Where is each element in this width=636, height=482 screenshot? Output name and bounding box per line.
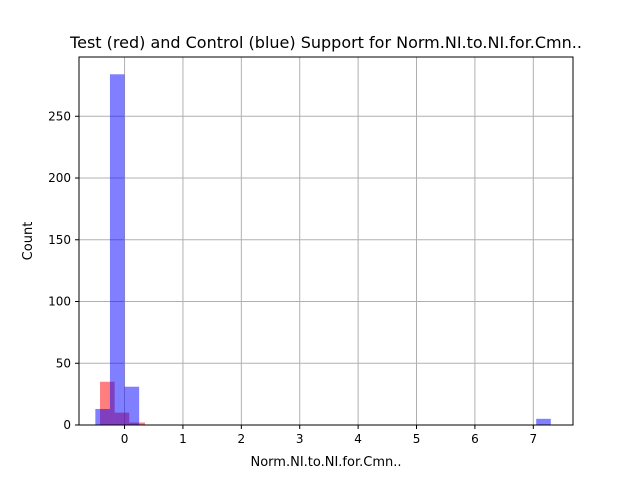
grid-layer <box>79 57 573 426</box>
y-axis-label: Count <box>21 222 36 261</box>
y-tick-label: 150 <box>48 233 71 247</box>
ticks-layer: 0 1 2 3 4 5 6 7 0 50 100 150 200 250 <box>48 109 537 446</box>
x-tick-label: 4 <box>354 432 362 446</box>
x-tick-label: 0 <box>121 432 129 446</box>
x-axis-label: Norm.NI.to.NI.for.Cmn.. <box>251 455 402 470</box>
y-tick-label: 250 <box>48 109 71 123</box>
bars-layer <box>95 74 551 426</box>
y-tick-label: 0 <box>63 418 71 432</box>
control-histogram-bar <box>109 74 125 426</box>
y-tick-label: 200 <box>48 171 71 185</box>
x-tick-label: 6 <box>471 432 479 446</box>
plot-frame <box>78 56 574 426</box>
x-tick-label: 3 <box>296 432 304 446</box>
chart-title: Test (red) and Control (blue) Support fo… <box>69 33 582 52</box>
x-tick-label: 7 <box>529 432 537 446</box>
control-histogram-bar <box>536 418 551 425</box>
y-tick-label: 50 <box>56 356 71 370</box>
x-tick-label: 1 <box>179 432 187 446</box>
control-histogram-bar <box>95 408 110 425</box>
x-tick-label: 2 <box>238 432 246 446</box>
y-tick-label: 100 <box>48 295 71 309</box>
x-tick-label: 5 <box>413 432 421 446</box>
control-histogram-bar <box>124 386 140 425</box>
